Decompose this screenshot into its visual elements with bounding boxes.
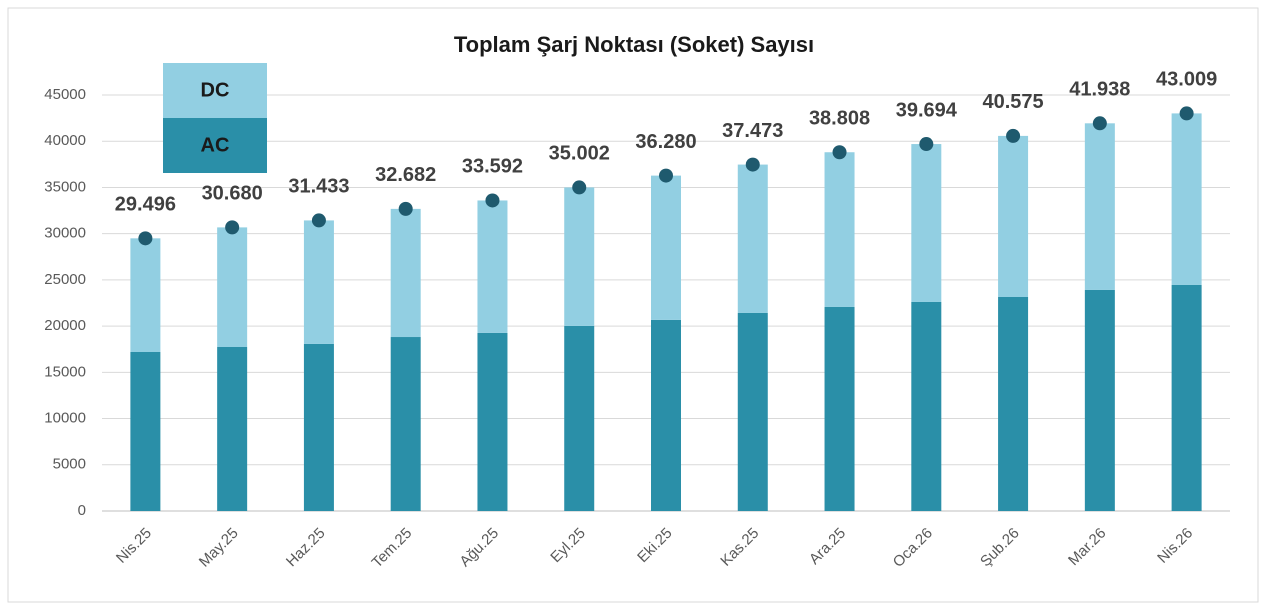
y-tick-label: 20000 xyxy=(44,317,86,334)
bar-segment xyxy=(998,135,1029,297)
bar-segment xyxy=(1171,113,1202,285)
total-dot xyxy=(225,220,240,235)
bar-segment xyxy=(217,227,248,348)
total-dot xyxy=(311,213,326,228)
total-label: 40.575 xyxy=(982,91,1043,113)
bar-segment xyxy=(998,296,1029,511)
bar-segment xyxy=(130,238,161,352)
bar-segment xyxy=(651,175,681,320)
total-dot xyxy=(138,231,153,246)
bar-segment xyxy=(824,152,855,307)
total-label: 30.680 xyxy=(202,183,263,205)
bar-segment xyxy=(477,200,508,333)
total-dot xyxy=(485,193,500,208)
total-dot xyxy=(398,201,413,216)
y-tick-label: 35000 xyxy=(44,178,86,195)
total-dot xyxy=(1179,106,1194,121)
bar-segment xyxy=(303,220,334,344)
total-dot xyxy=(659,168,673,183)
total-dot xyxy=(919,137,934,152)
bar-segment xyxy=(564,187,595,326)
total-dot xyxy=(832,145,847,160)
y-tick-label: 45000 xyxy=(44,86,86,103)
total-label: 41.938 xyxy=(1069,79,1130,101)
y-tick-label: 5000 xyxy=(53,456,86,473)
bar-segment xyxy=(737,312,768,511)
bar-segment xyxy=(1084,289,1115,511)
bar-segment xyxy=(564,325,595,511)
total-dot xyxy=(1092,116,1107,131)
legend-swatch xyxy=(163,63,267,118)
legend-swatch xyxy=(163,118,267,173)
bar-segment xyxy=(1171,284,1202,511)
total-dot xyxy=(572,180,587,195)
total-label: 38.808 xyxy=(809,108,870,130)
y-tick-label: 40000 xyxy=(44,132,86,149)
total-label: 35.002 xyxy=(549,143,610,165)
legend-label: AC xyxy=(201,134,230,156)
total-label: 39.694 xyxy=(896,99,958,121)
bar-segment xyxy=(737,164,768,313)
y-tick-label: 0 xyxy=(78,502,86,519)
y-tick-label: 15000 xyxy=(44,363,86,380)
bar-segment xyxy=(477,332,508,511)
total-label: 36.280 xyxy=(635,131,696,153)
bar-segment xyxy=(1084,123,1115,290)
bar-segment xyxy=(130,351,161,511)
bar-segment xyxy=(824,306,855,511)
bar-segment xyxy=(390,337,421,511)
legend-label: DC xyxy=(201,79,230,101)
y-tick-label: 25000 xyxy=(44,271,86,288)
bar-segment xyxy=(911,301,942,511)
bar-segment xyxy=(303,343,334,511)
bar-segment xyxy=(911,144,942,302)
total-label: 43.009 xyxy=(1156,69,1217,91)
bar-segment xyxy=(651,319,681,511)
y-tick-label: 10000 xyxy=(44,410,86,427)
bar-segment xyxy=(217,347,248,511)
total-dot xyxy=(745,157,760,172)
chart-title: Toplam Şarj Noktası (Soket) Sayısı xyxy=(454,32,814,57)
total-label: 37.473 xyxy=(722,120,783,142)
y-tick-label: 30000 xyxy=(44,225,86,242)
total-label: 32.682 xyxy=(375,164,436,186)
bar-segment xyxy=(390,208,421,338)
total-dot xyxy=(1006,128,1021,143)
total-label: 33.592 xyxy=(462,156,523,178)
total-label: 31.433 xyxy=(288,176,349,198)
total-label: 29.496 xyxy=(115,194,176,216)
